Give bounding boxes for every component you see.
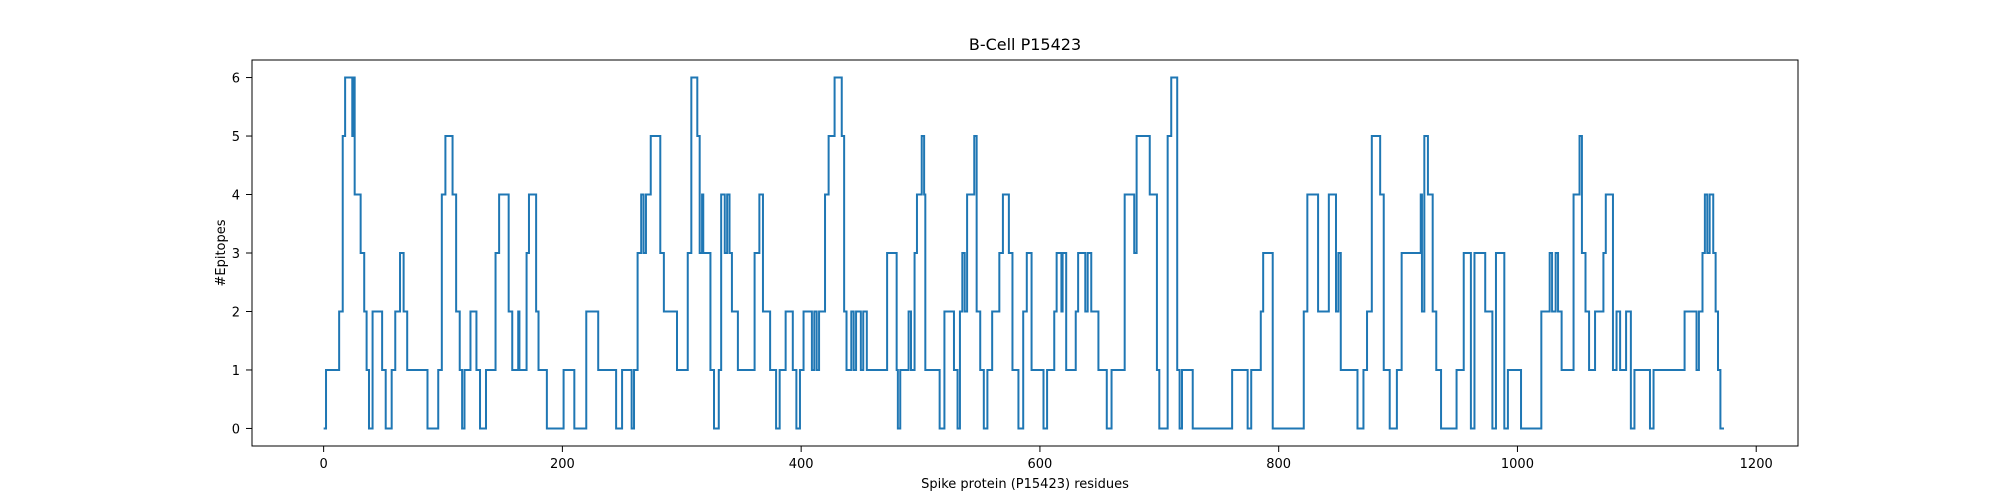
- y-axis-label: #Epitopes: [214, 219, 229, 286]
- x-tick-label: 600: [1028, 457, 1053, 472]
- y-tick-label: 2: [232, 305, 240, 320]
- x-tick-label: 800: [1266, 457, 1291, 472]
- chart-title: B-Cell P15423: [969, 35, 1081, 54]
- y-tick-label: 1: [232, 364, 240, 379]
- series-line: [323, 76, 1724, 430]
- x-tick-label: 400: [789, 457, 814, 472]
- y-tick-label: 6: [232, 72, 240, 87]
- y-tick-label: 4: [232, 189, 240, 204]
- y-tick-label: 5: [232, 130, 240, 145]
- axis-ticks: 0 200 400 600 800 1000 1200 0 1 2 3 4 5 6: [232, 72, 1773, 472]
- y-tick-label: 0: [232, 422, 240, 437]
- x-axis-label: Spike protein (P15423) residues: [921, 477, 1129, 492]
- y-tick-label: 3: [232, 247, 240, 262]
- x-tick-label: 1000: [1501, 457, 1534, 472]
- plot-frame: [251, 59, 1799, 447]
- x-tick-label: 1200: [1740, 457, 1773, 472]
- x-tick-label: 200: [550, 457, 575, 472]
- x-tick-label: 0: [319, 457, 327, 472]
